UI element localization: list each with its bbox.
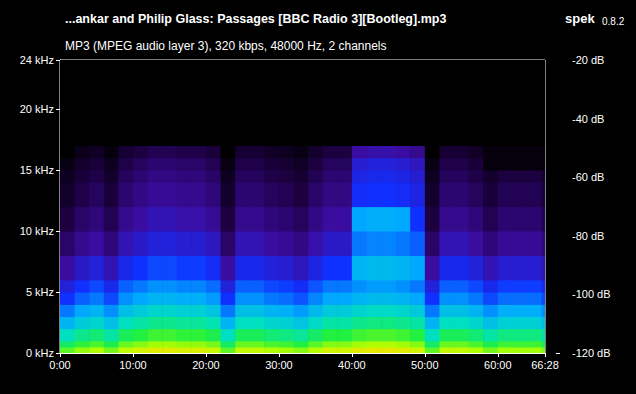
svg-text:5 kHz: 5 kHz bbox=[26, 286, 54, 298]
svg-text:-100 dB: -100 dB bbox=[572, 288, 611, 300]
svg-text:MP3 (MPEG audio layer 3), 320: MP3 (MPEG audio layer 3), 320 kbps, 4800… bbox=[65, 39, 387, 53]
svg-text:-80 dB: -80 dB bbox=[572, 230, 604, 242]
svg-text:50:00: 50:00 bbox=[411, 359, 439, 371]
svg-text:0:00: 0:00 bbox=[49, 359, 70, 371]
svg-text:30:00: 30:00 bbox=[265, 359, 293, 371]
svg-text:0.8.2: 0.8.2 bbox=[602, 16, 625, 27]
svg-text:60:00: 60:00 bbox=[484, 359, 512, 371]
svg-text:20 kHz: 20 kHz bbox=[20, 103, 54, 115]
svg-text:10:00: 10:00 bbox=[119, 359, 147, 371]
svg-text:-60 dB: -60 dB bbox=[572, 171, 604, 183]
svg-text:66:28: 66:28 bbox=[531, 359, 559, 371]
svg-text:-40 dB: -40 dB bbox=[572, 113, 604, 125]
svg-text:15 kHz: 15 kHz bbox=[20, 164, 54, 176]
svg-text:20:00: 20:00 bbox=[192, 359, 220, 371]
svg-text:0 kHz: 0 kHz bbox=[26, 347, 54, 359]
svg-text:...ankar and Philip Glass: Pas: ...ankar and Philip Glass: Passages [BBC… bbox=[65, 12, 446, 26]
svg-text:40:00: 40:00 bbox=[338, 359, 366, 371]
svg-text:10 kHz: 10 kHz bbox=[20, 225, 54, 237]
svg-text:spek: spek bbox=[565, 11, 595, 26]
svg-text:-120 dB: -120 dB bbox=[572, 347, 611, 359]
svg-text:24 kHz: 24 kHz bbox=[20, 54, 54, 66]
svg-text:-20 dB: -20 dB bbox=[572, 54, 604, 66]
